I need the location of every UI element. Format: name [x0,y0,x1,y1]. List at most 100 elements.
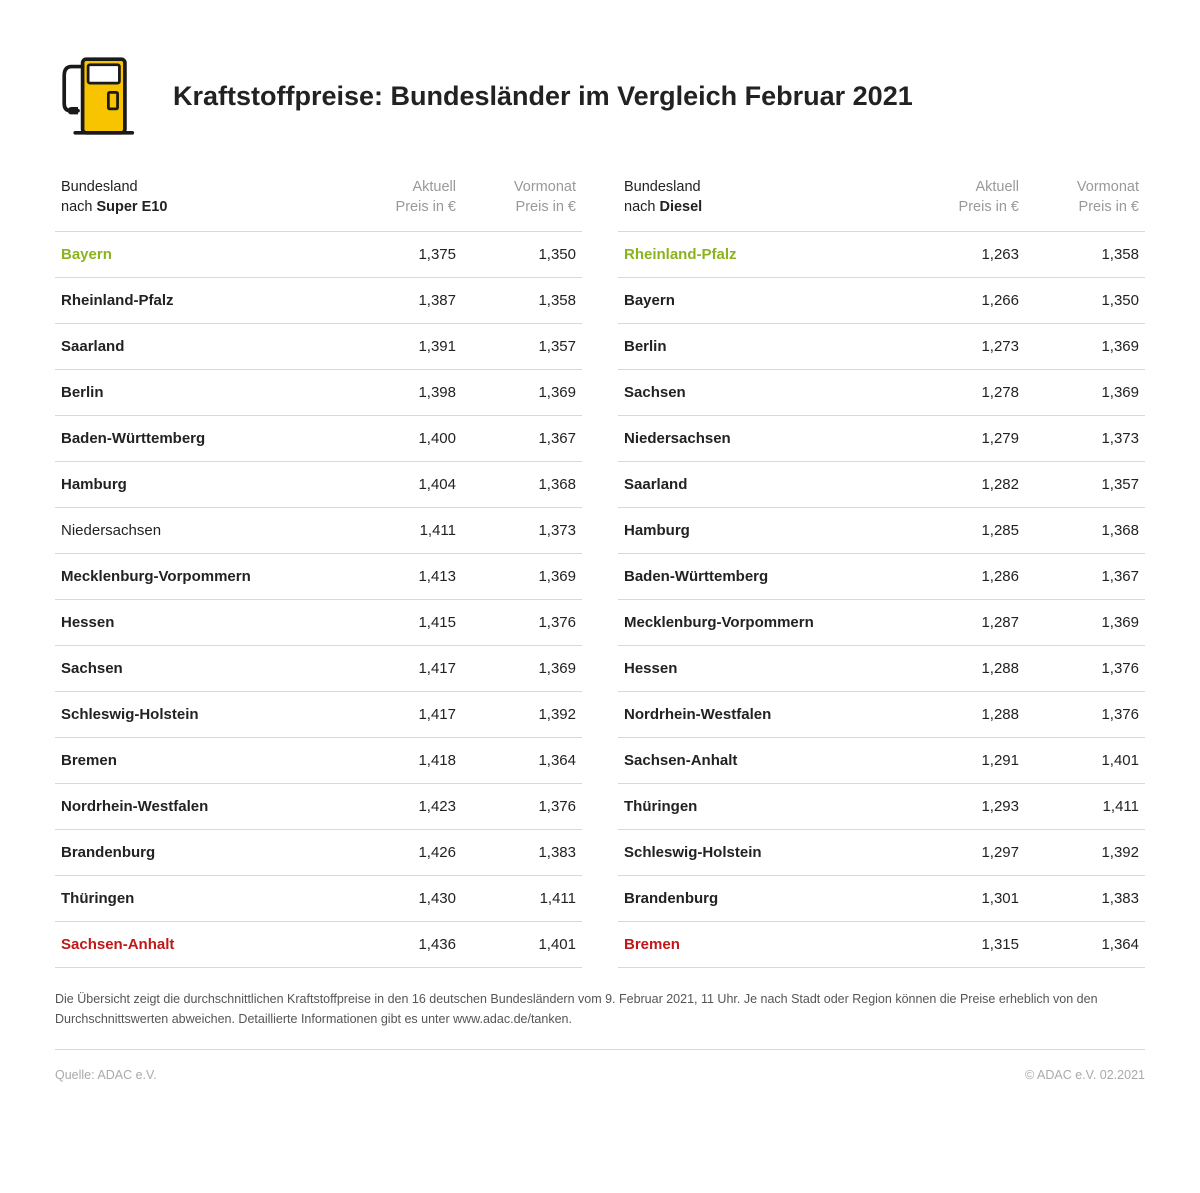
table-row: Rheinland-Pfalz1,2631,358 [618,232,1145,278]
state-name: Thüringen [61,890,336,907]
price-current: 1,430 [336,890,456,907]
state-name: Mecklenburg-Vorpommern [624,614,899,631]
state-name: Niedersachsen [624,430,899,447]
table-row: Bremen1,3151,364 [618,922,1145,968]
state-name: Hessen [624,660,899,677]
fuel-pump-icon [55,50,147,142]
state-name: Bayern [61,246,336,263]
state-name: Rheinland-Pfalz [61,292,336,309]
footnote: Die Übersicht zeigt die durchschnittlich… [55,968,1145,1050]
price-current: 1,286 [899,568,1019,585]
price-current: 1,288 [899,660,1019,677]
table-row: Hessen1,2881,376 [618,646,1145,692]
state-name: Schleswig-Holstein [624,844,899,861]
price-previous: 1,369 [1019,384,1139,401]
state-name: Schleswig-Holstein [61,706,336,723]
price-current: 1,291 [899,752,1019,769]
price-previous: 1,411 [456,890,576,907]
col-header-current: AktuellPreis in € [899,178,1019,217]
price-current: 1,417 [336,706,456,723]
price-previous: 1,376 [1019,660,1139,677]
price-previous: 1,358 [1019,246,1139,263]
price-previous: 1,401 [456,936,576,953]
table-row: Rheinland-Pfalz1,3871,358 [55,278,582,324]
price-previous: 1,383 [1019,890,1139,907]
state-name: Bayern [624,292,899,309]
table-row: Schleswig-Holstein1,4171,392 [55,692,582,738]
price-previous: 1,368 [456,476,576,493]
state-name: Sachsen [61,660,336,677]
price-previous: 1,350 [1019,292,1139,309]
price-current: 1,417 [336,660,456,677]
fuel-type: Diesel [659,199,702,215]
price-current: 1,400 [336,430,456,447]
table-row: Berlin1,2731,369 [618,324,1145,370]
state-name: Sachsen [624,384,899,401]
price-previous: 1,369 [456,568,576,585]
price-previous: 1,383 [456,844,576,861]
price-current: 1,391 [336,338,456,355]
price-previous: 1,411 [1019,798,1139,815]
price-current: 1,273 [899,338,1019,355]
price-current: 1,426 [336,844,456,861]
price-previous: 1,357 [456,338,576,355]
state-name: Sachsen-Anhalt [624,752,899,769]
price-previous: 1,376 [1019,706,1139,723]
price-current: 1,301 [899,890,1019,907]
page-title: Kraftstoffpreise: Bundesländer im Vergle… [173,81,913,112]
table-row: Thüringen1,4301,411 [55,876,582,922]
price-current: 1,293 [899,798,1019,815]
price-current: 1,411 [336,522,456,539]
table-row: Thüringen1,2931,411 [618,784,1145,830]
price-previous: 1,376 [456,614,576,631]
state-name: Saarland [624,476,899,493]
source-label: Quelle: ADAC e.V. [55,1068,157,1082]
state-name: Nordrhein-Westfalen [624,706,899,723]
price-previous: 1,369 [456,660,576,677]
price-current: 1,287 [899,614,1019,631]
table-row: Brandenburg1,3011,383 [618,876,1145,922]
state-name: Berlin [624,338,899,355]
state-name: Hessen [61,614,336,631]
table-row: Sachsen-Anhalt1,2911,401 [618,738,1145,784]
state-name: Saarland [61,338,336,355]
price-table: Bundeslandnach Super E10AktuellPreis in … [55,168,582,968]
price-current: 1,263 [899,246,1019,263]
table-row: Baden-Württemberg1,2861,367 [618,554,1145,600]
table-row: Sachsen-Anhalt1,4361,401 [55,922,582,968]
table-row: Bayern1,2661,350 [618,278,1145,324]
price-previous: 1,401 [1019,752,1139,769]
col1-sort: nach Super E10 [61,199,167,215]
header: Kraftstoffpreise: Bundesländer im Vergle… [55,50,1145,142]
state-name: Rheinland-Pfalz [624,246,899,263]
tables-container: Bundeslandnach Super E10AktuellPreis in … [55,168,1145,968]
col1-sort: nach Diesel [624,199,702,215]
table-row: Niedersachsen1,2791,373 [618,416,1145,462]
table-row: Berlin1,3981,369 [55,370,582,416]
table-row: Niedersachsen1,4111,373 [55,508,582,554]
price-current: 1,423 [336,798,456,815]
table-row: Schleswig-Holstein1,2971,392 [618,830,1145,876]
price-previous: 1,364 [1019,936,1139,953]
table-header: Bundeslandnach DieselAktuellPreis in €Vo… [618,168,1145,232]
table-row: Brandenburg1,4261,383 [55,830,582,876]
col-header-state: Bundeslandnach Diesel [624,178,899,217]
price-previous: 1,376 [456,798,576,815]
table-row: Hamburg1,4041,368 [55,462,582,508]
price-current: 1,418 [336,752,456,769]
table-row: Mecklenburg-Vorpommern1,2871,369 [618,600,1145,646]
state-name: Hamburg [624,522,899,539]
price-previous: 1,350 [456,246,576,263]
state-name: Sachsen-Anhalt [61,936,336,953]
state-name: Mecklenburg-Vorpommern [61,568,336,585]
table-row: Sachsen1,4171,369 [55,646,582,692]
price-previous: 1,357 [1019,476,1139,493]
price-current: 1,404 [336,476,456,493]
price-previous: 1,369 [1019,614,1139,631]
price-current: 1,315 [899,936,1019,953]
price-current: 1,387 [336,292,456,309]
price-previous: 1,369 [1019,338,1139,355]
price-previous: 1,364 [456,752,576,769]
price-current: 1,288 [899,706,1019,723]
state-name: Baden-Württemberg [61,430,336,447]
